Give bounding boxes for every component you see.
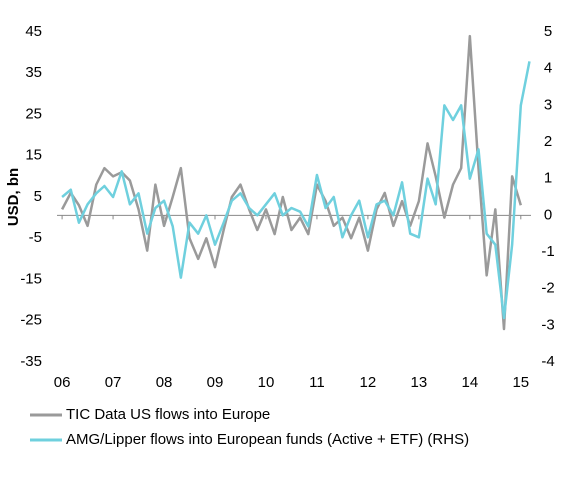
y-tick-label: 25 (25, 105, 42, 122)
legend-label: AMG/Lipper flows into European funds (Ac… (66, 431, 469, 448)
y2-tick-label: -3 (541, 316, 554, 333)
y2-tick-label: 4 (544, 60, 552, 77)
x-tick-label: 11 (309, 374, 325, 391)
x-tick-label: 06 (54, 374, 71, 391)
y2-tick-label: 5 (544, 23, 552, 40)
x-tick-label: 10 (258, 374, 275, 391)
x-tick-label: 12 (360, 374, 377, 391)
y-tick-label: -5 (29, 229, 42, 246)
y-tick-label: -25 (20, 312, 42, 329)
legend-label: TIC Data US flows into Europe (66, 406, 270, 423)
x-tick-label: 15 (512, 374, 529, 391)
y2-tick-label: 2 (544, 133, 552, 150)
y-tick-label: 45 (25, 23, 42, 40)
y-tick-label: 35 (25, 64, 42, 81)
x-tick-label: 07 (105, 374, 122, 391)
y2-tick-label: 1 (544, 170, 552, 187)
y-tick-label: 5 (34, 188, 42, 205)
series-line (60, 34, 523, 331)
y-tick-label: 15 (25, 147, 42, 164)
y-tick-label: -35 (20, 353, 42, 370)
series-line (61, 61, 531, 320)
y2-tick-label: -2 (541, 280, 554, 297)
y-tick-label: -15 (20, 270, 42, 287)
y2-tick-label: 3 (544, 96, 552, 113)
y2-tick-label: 0 (544, 206, 552, 223)
x-tick-label: 13 (411, 374, 428, 391)
x-tick-label: 08 (156, 374, 173, 391)
y2-tick-label: -4 (541, 353, 554, 370)
y2-tick-label: -1 (541, 243, 554, 260)
x-tick-label: 09 (207, 374, 224, 391)
y-axis-label: USD, bn (5, 168, 22, 226)
x-tick-label: 14 (461, 374, 478, 391)
